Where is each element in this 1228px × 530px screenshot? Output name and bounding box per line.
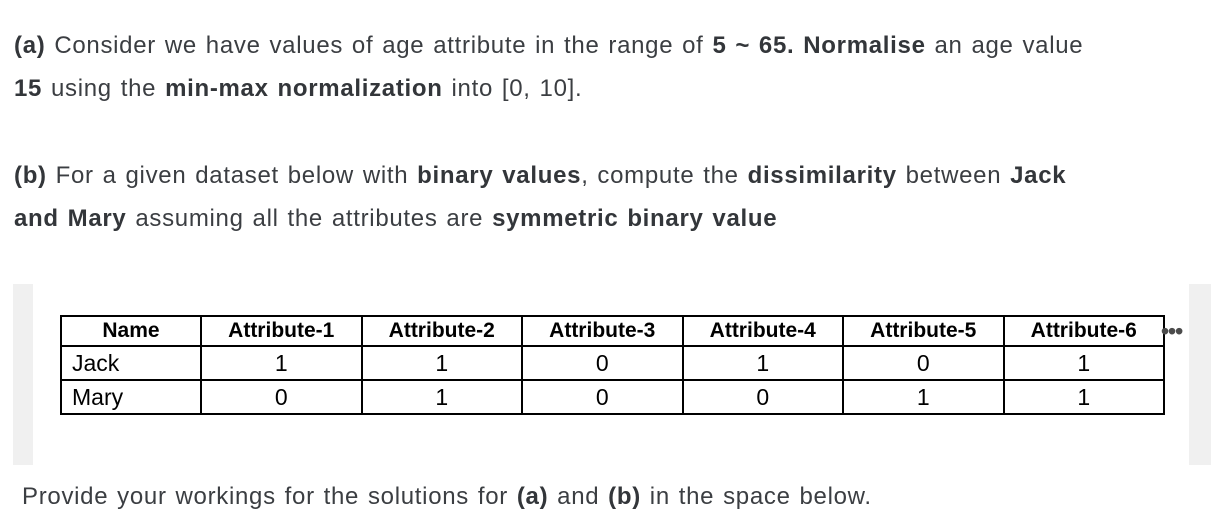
- value-cell: 0: [521, 379, 684, 415]
- value-cell: 1: [842, 379, 1005, 415]
- value-cell: 1: [360, 379, 523, 415]
- column-header: Attribute-4: [681, 315, 844, 347]
- value-cell: 1: [360, 345, 523, 381]
- value-cell: 0: [521, 345, 684, 381]
- column-header: Attribute-6: [1002, 315, 1165, 347]
- row-name-cell: Mary: [60, 379, 202, 415]
- text-line: and Mary assuming all the attributes are…: [14, 205, 778, 232]
- binary-dataset-table: Name Attribute-1 Attribute-2 Attribute-3 Att…: [60, 315, 1165, 415]
- ellipsis-dots: •••: [1161, 318, 1183, 344]
- text-line: (a) Consider we have values of age attri…: [14, 32, 1084, 59]
- value-cell: 1: [200, 345, 363, 381]
- instruction-text: Provide your workings for the solutions …: [22, 475, 872, 518]
- text-line: Provide your workings for the solutions …: [22, 483, 872, 510]
- value-cell: 1: [1002, 379, 1165, 415]
- table-header-row: Name Attribute-1 Attribute-2 Attribute-3 Att…: [60, 315, 1165, 347]
- value-cell: 0: [681, 379, 844, 415]
- question-a-text: (a) Consider we have values of age attri…: [14, 24, 1083, 110]
- column-header: Attribute-2: [360, 315, 523, 347]
- image-left-gutter: [13, 284, 33, 465]
- table-row: Jack 1 1 0 1 0 1: [60, 345, 1165, 381]
- column-header: Name: [60, 315, 202, 347]
- image-right-gutter: [1189, 284, 1211, 465]
- question-b-text: (b) For a given dataset below with binar…: [14, 154, 1066, 240]
- column-header: Attribute-5: [842, 315, 1005, 347]
- text-line: 15 using the min-max normalization into …: [14, 75, 583, 102]
- value-cell: 1: [1002, 345, 1165, 381]
- value-cell: 0: [842, 345, 1005, 381]
- column-header: Attribute-1: [200, 315, 363, 347]
- text-line: (b) For a given dataset below with binar…: [14, 162, 1067, 189]
- value-cell: 1: [681, 345, 844, 381]
- value-cell: 0: [200, 379, 363, 415]
- row-name-cell: Jack: [60, 345, 202, 381]
- column-header: Attribute-3: [521, 315, 684, 347]
- table-row: Mary 0 1 0 0 1 1: [60, 379, 1165, 415]
